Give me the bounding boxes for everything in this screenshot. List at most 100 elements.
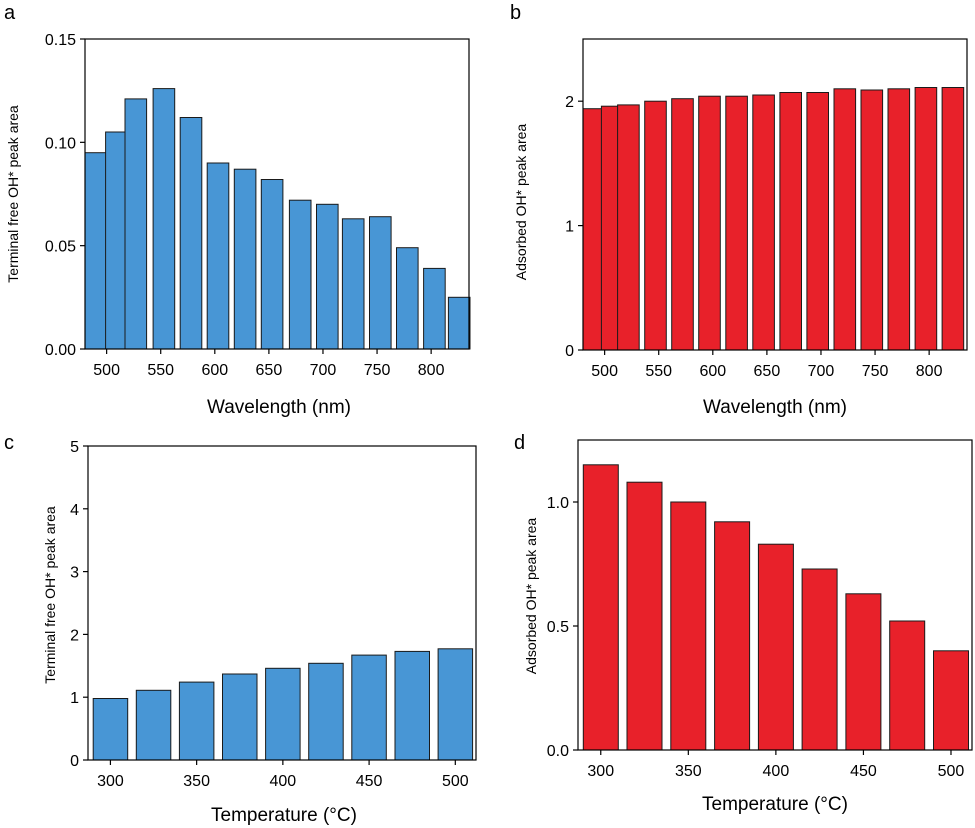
- bar: [351, 654, 387, 761]
- bar: [889, 620, 926, 751]
- panel-letter: a: [4, 2, 16, 24]
- y-tick-label: 0.00: [45, 342, 76, 359]
- x-axis-label: Wavelength (nm): [703, 397, 847, 418]
- x-tick-label: 700: [310, 362, 337, 379]
- bar: [260, 179, 284, 350]
- plot-frame: [582, 38, 968, 351]
- x-tick-label: 500: [938, 763, 965, 780]
- y-axis-label: Terminal free OH* peak area: [42, 506, 58, 684]
- bar: [179, 117, 203, 350]
- bar: [644, 100, 667, 351]
- x-tick-label: 300: [587, 763, 614, 780]
- panel-letter: b: [510, 2, 521, 24]
- y-tick-label: 3: [70, 565, 79, 582]
- x-tick-label: 400: [763, 763, 790, 780]
- x-tick-label: 450: [850, 763, 877, 780]
- bar: [887, 88, 911, 351]
- y-tick-label: 2: [565, 94, 574, 111]
- chart-panel-d: 0.0 0.5 1.0 300 350 400 450 500 Temperature (°C)…: [514, 432, 973, 815]
- bar: [757, 543, 794, 751]
- bar: [135, 689, 172, 761]
- bar: [698, 95, 721, 351]
- bar: [341, 218, 365, 350]
- x-tick-label: 600: [699, 363, 726, 380]
- bar: [369, 216, 392, 350]
- y-tick-label: 0.10: [45, 135, 76, 152]
- y-tick-label: 5: [70, 439, 79, 456]
- x-tick-label: 500: [591, 363, 618, 380]
- bar: [206, 162, 230, 350]
- x-tick-label: 500: [442, 773, 469, 790]
- y-tick-label: 2: [70, 627, 79, 644]
- panel-letter: c: [4, 432, 14, 454]
- y-tick-label: 0: [70, 753, 79, 770]
- bar: [396, 247, 419, 350]
- x-axis-label: Temperature (°C): [211, 805, 357, 826]
- bar: [437, 648, 474, 761]
- y-tick-label: 0.5: [547, 619, 569, 636]
- chart-panel-c: 0 1 2 3 4 5 300 350 400 450 500 Temperature (°C) Ter…: [4, 432, 477, 826]
- bar: [308, 662, 344, 761]
- bar: [105, 131, 128, 350]
- x-tick-label: 350: [675, 763, 702, 780]
- plot-frame: [84, 38, 470, 350]
- bar: [316, 203, 339, 350]
- bar: [288, 199, 312, 350]
- bar: [671, 98, 694, 351]
- bar: [779, 92, 803, 351]
- plot-frame: [87, 445, 477, 761]
- x-tick-label: 550: [147, 362, 174, 379]
- bar: [222, 673, 258, 761]
- x-axis-label: Temperature (°C): [702, 794, 848, 815]
- bar: [670, 501, 707, 751]
- bar: [178, 681, 215, 761]
- y-tick-label: 0.05: [45, 239, 76, 256]
- bar: [265, 667, 301, 761]
- x-tick-label: 750: [364, 362, 391, 379]
- chart-panel-a: 0.00 0.05 0.10 0.15 500 550 600 650 700 750 800 Wav…: [4, 2, 471, 418]
- bar: [84, 152, 108, 350]
- y-tick-label: 0.15: [45, 32, 76, 49]
- bar: [582, 464, 619, 751]
- y-axis-label: Terminal free OH* peak area: [5, 105, 21, 283]
- panel-letter: d: [514, 432, 525, 454]
- bar: [92, 698, 129, 761]
- bar: [617, 104, 640, 351]
- bar: [423, 267, 446, 350]
- bar: [447, 296, 471, 350]
- x-tick-label: 800: [418, 362, 445, 379]
- x-tick-label: 550: [645, 363, 672, 380]
- x-tick-label: 500: [93, 362, 120, 379]
- x-tick-label: 350: [183, 773, 210, 790]
- y-tick-label: 0: [565, 343, 574, 360]
- x-tick-label: 650: [256, 362, 283, 379]
- bar: [714, 521, 751, 751]
- y-axis-label: Adsorbed OH* peak area: [523, 518, 539, 675]
- bar: [941, 87, 965, 351]
- y-tick-label: 1: [565, 219, 574, 236]
- chart-panel-b: 0 1 2 500 550 600 650 700 750 800 Wavelength (nm) A…: [510, 2, 968, 418]
- x-tick-label: 750: [862, 363, 889, 380]
- bar: [725, 95, 748, 351]
- y-axis-label: Adsorbed OH* peak area: [513, 124, 529, 281]
- bar: [914, 87, 938, 351]
- bar: [845, 593, 882, 751]
- x-tick-label: 600: [201, 362, 228, 379]
- bar: [752, 94, 775, 351]
- x-tick-label: 450: [356, 773, 383, 790]
- bar: [860, 89, 884, 351]
- bar: [233, 168, 257, 350]
- bar: [833, 88, 857, 351]
- bar: [806, 92, 830, 351]
- bar: [394, 650, 430, 761]
- x-tick-label: 400: [270, 773, 297, 790]
- plot-frame: [577, 439, 973, 751]
- bar: [152, 88, 176, 350]
- x-tick-label: 650: [754, 363, 781, 380]
- x-tick-label: 700: [808, 363, 835, 380]
- bar: [801, 568, 838, 751]
- bar: [933, 650, 969, 751]
- y-tick-label: 4: [70, 502, 79, 519]
- y-tick-label: 0.0: [547, 743, 569, 760]
